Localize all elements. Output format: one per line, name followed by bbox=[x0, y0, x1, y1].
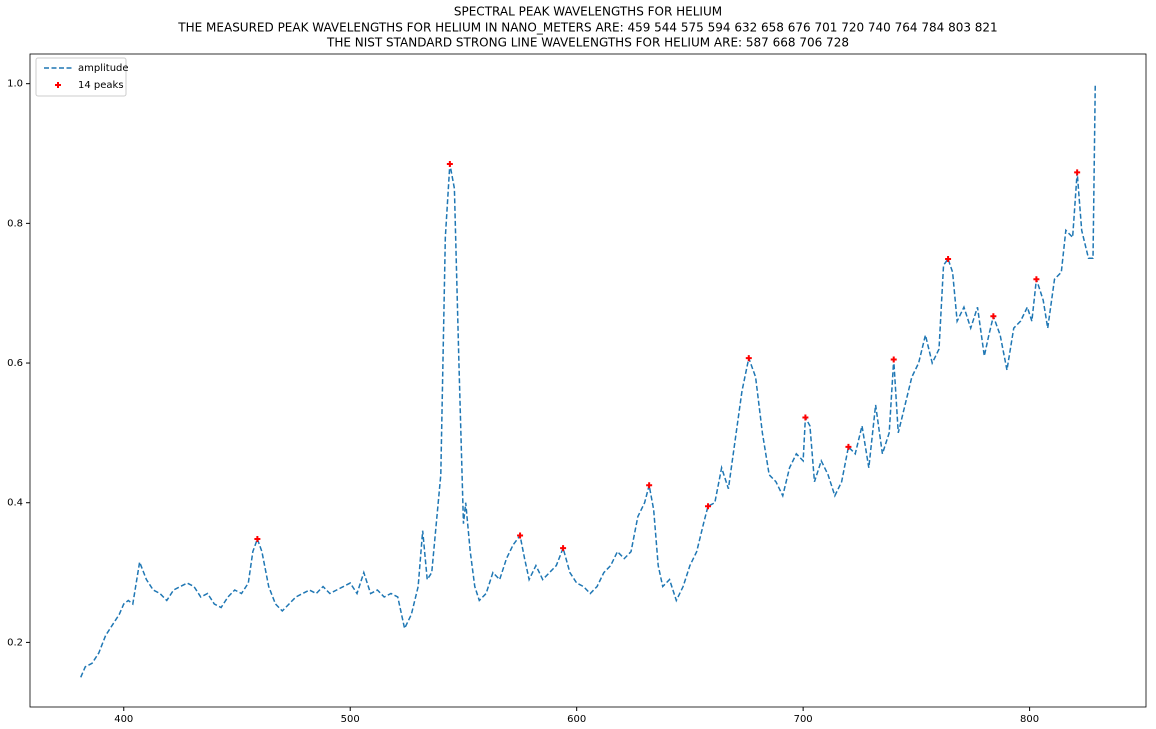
peak-marker bbox=[845, 443, 852, 450]
peak-marker bbox=[646, 482, 653, 489]
y-tick-label: 0.6 bbox=[7, 358, 23, 369]
x-tick-label: 500 bbox=[341, 714, 360, 725]
legend-label: amplitude bbox=[78, 63, 129, 74]
chart-subtitle: THE MEASURED PEAK WAVELENGTHS FOR HELIUM… bbox=[177, 21, 997, 35]
peak-marker bbox=[802, 414, 809, 421]
peak-marker bbox=[705, 503, 712, 510]
line-series bbox=[80, 83, 1097, 678]
peak-marker bbox=[1033, 276, 1040, 283]
legend-swatch bbox=[55, 82, 61, 88]
y-tick-label: 0.2 bbox=[7, 637, 23, 648]
y-tick-label: 0.8 bbox=[7, 218, 23, 229]
peak-marker bbox=[254, 536, 261, 543]
x-tick-label: 700 bbox=[794, 714, 813, 725]
y-tick-label: 1.0 bbox=[7, 79, 23, 90]
peak-marker bbox=[446, 160, 453, 167]
x-tick-label: 400 bbox=[114, 714, 133, 725]
peak-marker bbox=[890, 356, 897, 363]
peak-marker bbox=[1074, 169, 1081, 176]
peak-marker bbox=[745, 355, 752, 362]
chart-title: SPECTRAL PEAK WAVELENGTHS FOR HELIUM bbox=[454, 5, 722, 19]
legend-label: 14 peaks bbox=[78, 80, 124, 91]
peak-marker bbox=[990, 313, 997, 320]
plot-frame bbox=[29, 53, 1147, 708]
x-tick-label: 600 bbox=[567, 714, 586, 725]
peak-marker bbox=[517, 532, 524, 539]
x-tick-label: 800 bbox=[1020, 714, 1039, 725]
chart-subtitle: THE NIST STANDARD STRONG LINE WAVELENGTH… bbox=[326, 36, 849, 50]
y-tick-label: 0.4 bbox=[7, 498, 23, 509]
peak-marker bbox=[945, 255, 952, 262]
peak-marker bbox=[560, 545, 567, 552]
